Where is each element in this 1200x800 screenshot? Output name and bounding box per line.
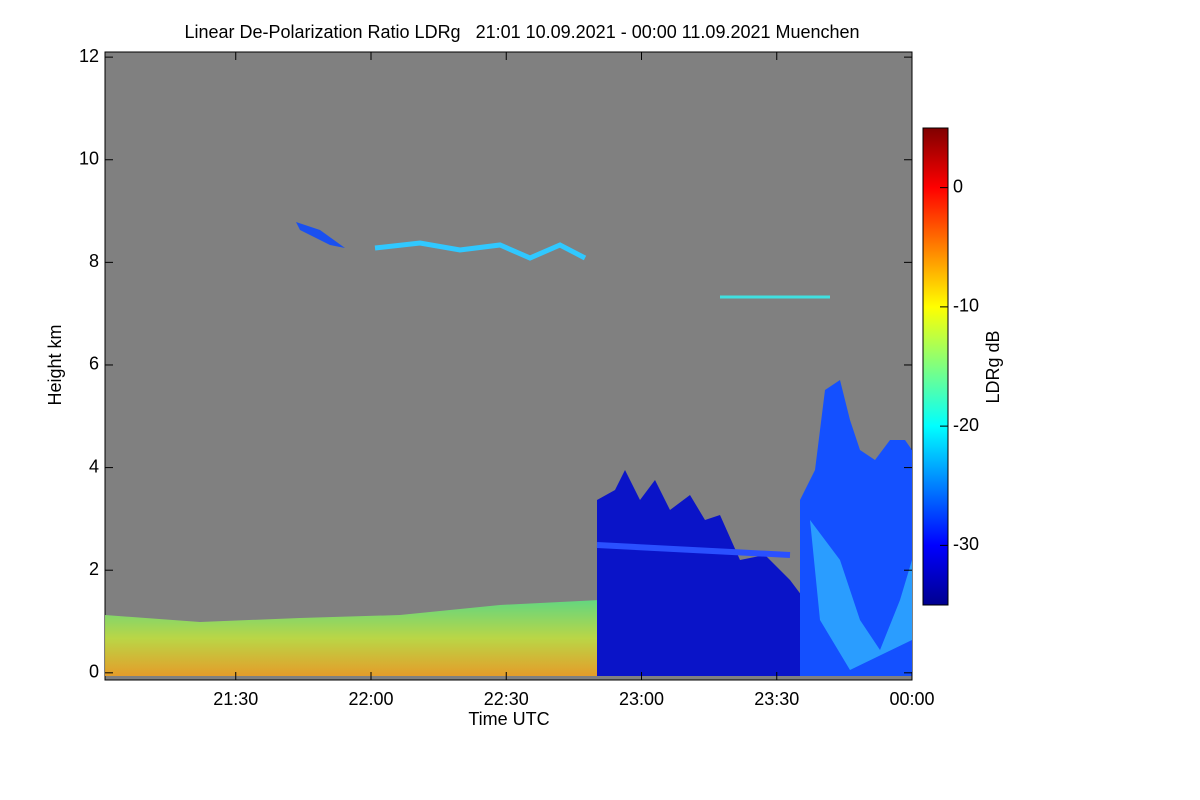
x-axis-label: Time UTC [468, 709, 549, 729]
x-tick-label: 23:00 [619, 689, 664, 709]
y-tick-label: 8 [89, 251, 99, 271]
chart-title: Linear De-Polarization Ratio LDRg 21:01 … [184, 22, 859, 42]
x-tick-label: 22:30 [484, 689, 529, 709]
y-tick-label: 0 [89, 662, 99, 682]
y-tick-label: 12 [79, 46, 99, 66]
y-tick-label: 2 [89, 559, 99, 579]
colorbar [922, 127, 949, 606]
y-tick-label: 10 [79, 148, 99, 168]
x-tick-label: 21:30 [213, 689, 258, 709]
y-axis-label: Height km [45, 324, 65, 405]
heatmap-image [105, 222, 912, 676]
colorbar-tick-label: -20 [953, 415, 979, 435]
x-tick-label: 00:00 [889, 689, 934, 709]
colorbar-tick-label: -10 [953, 296, 979, 316]
colorbar-label: LDRg dB [983, 330, 1003, 403]
x-tick-label: 23:30 [754, 689, 799, 709]
colorbar-tick-label: 0 [953, 176, 963, 196]
x-tick-label: 22:00 [348, 689, 393, 709]
colorbar-tick-label: -30 [953, 534, 979, 554]
y-tick-label: 4 [89, 456, 99, 476]
y-tick-label: 6 [89, 354, 99, 374]
